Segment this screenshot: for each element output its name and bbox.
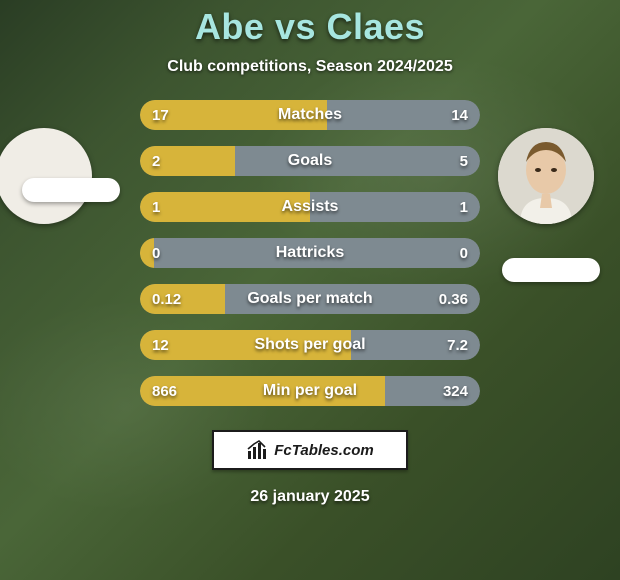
content-root: Abe vs Claes Club competitions, Season 2… [0, 0, 620, 580]
comparison-bars: 17 14 Matches 2 5 Goals 1 1 Assists 0 0 … [140, 100, 480, 406]
brand-chart-icon [246, 439, 268, 461]
bar-fill [140, 192, 310, 222]
bar-row-shots-per-goal: 12 7.2 Shots per goal [140, 330, 480, 360]
brand-text: FcTables.com [274, 442, 373, 459]
player-left-team-pill [22, 178, 120, 202]
subtitle: Club competitions, Season 2024/2025 [0, 58, 620, 76]
bar-fill [140, 100, 327, 130]
bar-row-assists: 1 1 Assists [140, 192, 480, 222]
page-title: Abe vs Claes [0, 6, 620, 48]
date-text: 26 january 2025 [0, 488, 620, 506]
player-right-team-pill [502, 258, 600, 282]
bar-row-hattricks: 0 0 Hattricks [140, 238, 480, 268]
bar-fill [140, 238, 154, 268]
bar-fill [140, 146, 235, 176]
brand-box: FcTables.com [212, 430, 408, 470]
player-right-avatar-svg [498, 128, 594, 224]
player-right-avatar [498, 128, 594, 224]
bar-fill [140, 330, 351, 360]
bar-fill [140, 284, 225, 314]
bar-row-goals-per-match: 0.12 0.36 Goals per match [140, 284, 480, 314]
bar-row-matches: 17 14 Matches [140, 100, 480, 130]
bar-row-min-per-goal: 866 324 Min per goal [140, 376, 480, 406]
bar-fill [140, 376, 385, 406]
player-left-avatar [0, 128, 92, 224]
bar-track [140, 238, 480, 268]
bar-row-goals: 2 5 Goals [140, 146, 480, 176]
